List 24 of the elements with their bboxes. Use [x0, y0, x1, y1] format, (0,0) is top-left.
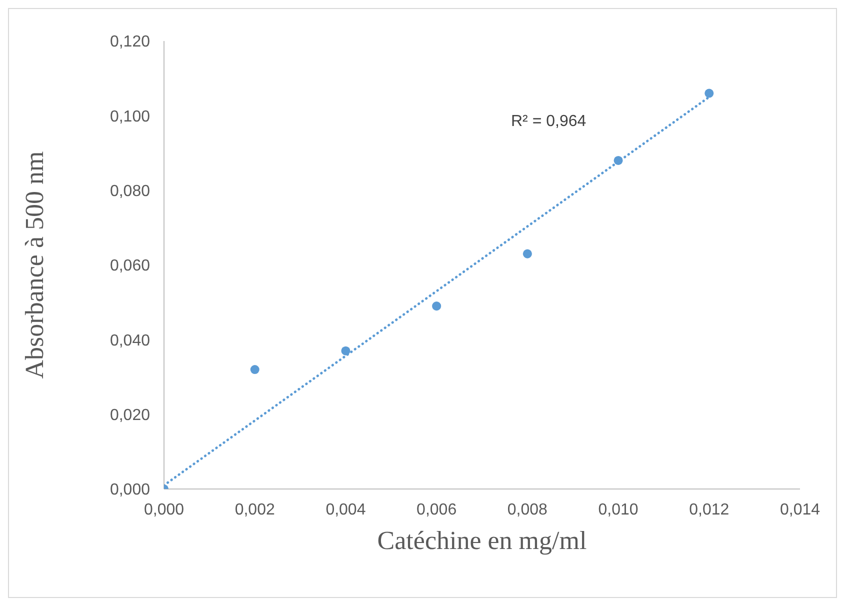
- x-tick-label: 0,000: [144, 501, 184, 518]
- point: [432, 302, 442, 311]
- y-tick-label: 0,000: [110, 482, 150, 499]
- x-tick-label: 0,004: [326, 501, 366, 518]
- y-tick-label: 0,120: [110, 34, 150, 51]
- x-tick-label: 0,014: [780, 501, 820, 518]
- y-tick-label: 0,020: [110, 407, 150, 424]
- point: [341, 346, 350, 356]
- y-tick-label: 0,080: [110, 183, 150, 200]
- point: [250, 365, 260, 374]
- x-tick-label: 0,006: [416, 501, 457, 518]
- x-tick-label: 0,012: [689, 501, 730, 518]
- point: [704, 88, 714, 98]
- annotation: R² = 0,964: [511, 113, 586, 131]
- x-axis-title: Catéchine en mg/ml: [377, 526, 587, 555]
- y-axis-title: Absorbance à 500 nm: [20, 151, 50, 379]
- x-tick-label: 0,002: [234, 501, 275, 518]
- point: [522, 249, 532, 258]
- x-tick-label: 0,008: [507, 501, 548, 518]
- x-tick-label: 0,010: [598, 501, 638, 518]
- y-tick-label: 0,060: [110, 258, 150, 275]
- y-tick-label: 0,100: [110, 108, 150, 126]
- y-tick-label: 0,040: [110, 332, 150, 350]
- point: [614, 156, 623, 165]
